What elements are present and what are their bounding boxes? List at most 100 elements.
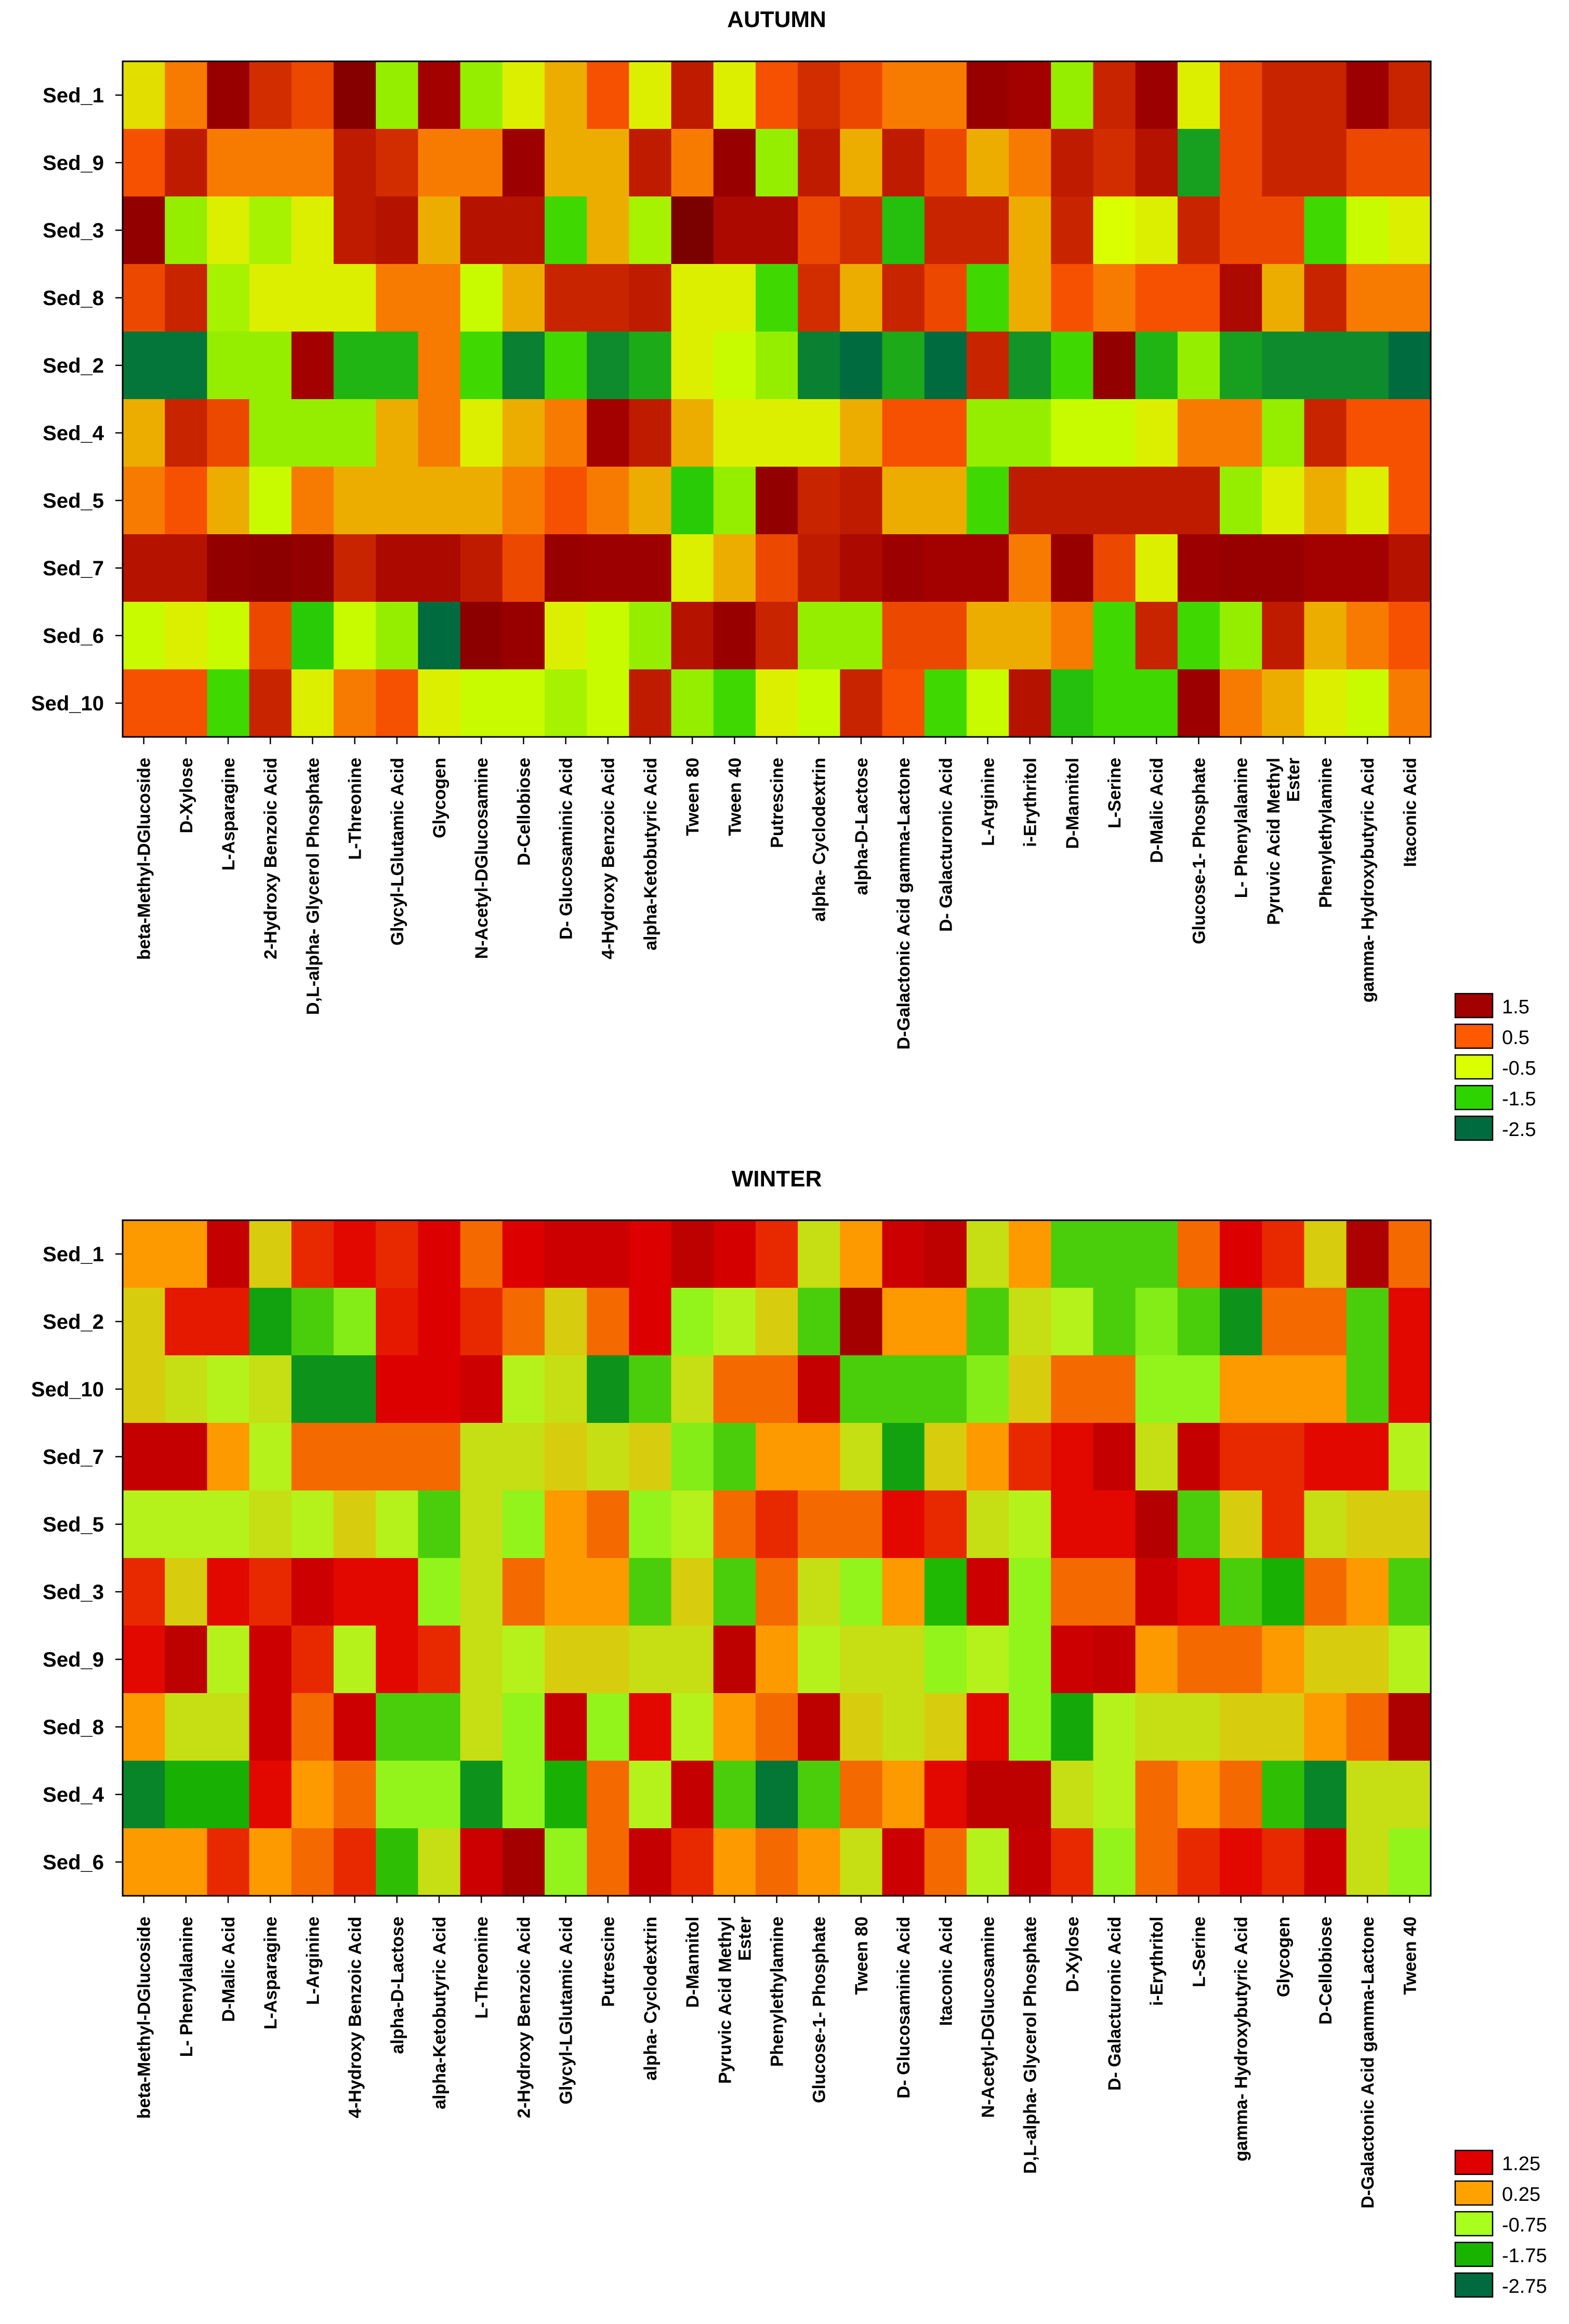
winter-cell-sed_1-col-12 bbox=[629, 1220, 672, 1288]
winter-cell-sed_6-col-10 bbox=[544, 1828, 587, 1896]
autumn-cell-sed_4-col-14 bbox=[713, 399, 756, 467]
winter-col-label-18: D- Glucosaminic Acid bbox=[894, 1917, 914, 2098]
autumn-col-label-11: 4-Hydroxy Benzoic Acid bbox=[599, 758, 618, 959]
autumn-cell-sed_1-col-20 bbox=[966, 61, 1009, 129]
autumn-cell-sed_7-col-19 bbox=[924, 534, 967, 602]
winter-cell-sed_3-col-26 bbox=[1220, 1558, 1262, 1626]
winter-cell-sed_3-col-4 bbox=[291, 1558, 334, 1626]
winter-cell-sed_9-col-2 bbox=[207, 1626, 250, 1694]
autumn-cell-sed_7-col-9 bbox=[502, 534, 545, 602]
winter-col-label-28: D-Cellobiose bbox=[1316, 1917, 1336, 2025]
autumn-cell-sed_4-col-9 bbox=[502, 399, 545, 467]
autumn-cell-sed_3-col-2 bbox=[207, 196, 250, 265]
autumn-cell-sed_10-col-15 bbox=[755, 669, 798, 737]
autumn-cell-sed_2-col-0 bbox=[123, 332, 165, 400]
winter-cell-sed_7-col-4 bbox=[291, 1423, 334, 1491]
winter-cell-sed_2-col-7 bbox=[418, 1288, 461, 1356]
winter-cell-sed_9-col-20 bbox=[966, 1626, 1009, 1694]
winter-legend: 1.25 0.25 -0.75 -1.75 -2.75 bbox=[1454, 2149, 1547, 2298]
autumn-cell-sed_10-col-14 bbox=[713, 669, 756, 737]
winter-cell-sed_3-col-23 bbox=[1093, 1558, 1136, 1626]
autumn-cell-sed_10-col-3 bbox=[249, 669, 292, 737]
winter-cell-sed_9-col-15 bbox=[755, 1626, 798, 1694]
autumn-cell-sed_7-col-3 bbox=[249, 534, 292, 602]
winter-cell-sed_2-col-5 bbox=[333, 1288, 376, 1356]
winter-cell-sed_5-col-26 bbox=[1220, 1490, 1262, 1559]
autumn-cell-sed_2-col-7 bbox=[418, 332, 461, 400]
autumn-cell-sed_1-col-9 bbox=[502, 61, 545, 129]
winter-cell-sed_3-col-25 bbox=[1177, 1558, 1220, 1626]
autumn-cell-sed_2-col-19 bbox=[924, 332, 967, 400]
autumn-cell-sed_6-col-24 bbox=[1135, 602, 1178, 670]
winter-cell-sed_9-col-13 bbox=[671, 1626, 714, 1694]
autumn-cell-sed_6-col-25 bbox=[1177, 602, 1220, 670]
autumn-cell-sed_4-col-27 bbox=[1262, 399, 1305, 467]
winter-cell-sed_8-col-11 bbox=[587, 1693, 629, 1761]
winter-col-label-17: Tween 80 bbox=[852, 1917, 872, 1995]
winter-cell-sed_2-col-2 bbox=[207, 1288, 250, 1356]
winter-col-label-15: Phenylethylamine bbox=[768, 1917, 787, 2067]
winter-cell-sed_2-col-18 bbox=[882, 1288, 925, 1356]
autumn-cell-sed_8-col-26 bbox=[1220, 264, 1262, 332]
winter-cell-sed_10-col-25 bbox=[1177, 1355, 1220, 1423]
winter-cell-sed_9-col-11 bbox=[587, 1626, 629, 1694]
autumn-cell-sed_8-col-9 bbox=[502, 264, 545, 332]
autumn-cell-sed_7-col-13 bbox=[671, 534, 714, 602]
autumn-cell-sed_8-col-23 bbox=[1093, 264, 1136, 332]
winter-legend-label-1: 0.25 bbox=[1502, 2184, 1540, 2206]
winter-cell-sed_4-col-12 bbox=[629, 1761, 672, 1829]
winter-col-label-6: alpha-D-Lactose bbox=[388, 1917, 407, 2054]
winter-cell-sed_4-col-16 bbox=[798, 1761, 840, 1829]
autumn-cell-sed_7-col-15 bbox=[755, 534, 798, 602]
winter-cell-sed_9-col-27 bbox=[1262, 1626, 1305, 1694]
winter-cell-sed_7-col-18 bbox=[882, 1423, 925, 1491]
winter-cell-sed_1-col-27 bbox=[1262, 1220, 1305, 1288]
winter-cell-sed_9-col-23 bbox=[1093, 1626, 1136, 1694]
winter-cell-sed_6-col-13 bbox=[671, 1828, 714, 1896]
winter-cell-sed_7-col-7 bbox=[418, 1423, 461, 1491]
autumn-cell-sed_1-col-24 bbox=[1135, 61, 1178, 129]
winter-cell-sed_2-col-1 bbox=[165, 1288, 207, 1356]
autumn-cell-sed_5-col-20 bbox=[966, 467, 1009, 535]
autumn-cell-sed_8-col-20 bbox=[966, 264, 1009, 332]
winter-cell-sed_1-col-21 bbox=[1009, 1220, 1051, 1288]
winter-col-label-9: 2-Hydroxy Benzoic Acid bbox=[514, 1917, 534, 2118]
winter-cell-sed_5-col-22 bbox=[1051, 1490, 1094, 1559]
autumn-cell-sed_9-col-6 bbox=[376, 129, 418, 197]
autumn-col-label-4: D,L-alpha- Glycerol Phosphate bbox=[303, 758, 323, 1015]
autumn-cell-sed_4-col-22 bbox=[1051, 399, 1094, 467]
winter-cell-sed_3-col-17 bbox=[840, 1558, 883, 1626]
winter-cell-sed_6-col-4 bbox=[291, 1828, 334, 1896]
winter-cell-sed_7-col-26 bbox=[1220, 1423, 1262, 1491]
winter-chart-title: WINTER bbox=[732, 1166, 822, 1192]
winter-col-label-30: Tween 40 bbox=[1400, 1917, 1420, 1995]
autumn-cell-sed_7-col-21 bbox=[1009, 534, 1051, 602]
winter-cell-sed_3-col-24 bbox=[1135, 1558, 1178, 1626]
winter-cell-sed_5-col-9 bbox=[502, 1490, 545, 1559]
autumn-cell-sed_3-col-8 bbox=[460, 196, 503, 265]
winter-cell-sed_6-col-3 bbox=[249, 1828, 292, 1896]
autumn-cell-sed_8-col-13 bbox=[671, 264, 714, 332]
autumn-cell-sed_6-col-0 bbox=[123, 602, 165, 670]
autumn-cell-sed_6-col-29 bbox=[1346, 602, 1389, 670]
winter-cell-sed_8-col-20 bbox=[966, 1693, 1009, 1761]
autumn-cell-sed_9-col-29 bbox=[1346, 129, 1389, 197]
winter-cell-sed_8-col-19 bbox=[924, 1693, 967, 1761]
autumn-cell-sed_9-col-19 bbox=[924, 129, 967, 197]
autumn-cell-sed_8-col-6 bbox=[376, 264, 418, 332]
autumn-cell-sed_10-col-17 bbox=[840, 669, 883, 737]
autumn-cell-sed_4-col-15 bbox=[755, 399, 798, 467]
autumn-cell-sed_2-col-8 bbox=[460, 332, 503, 400]
autumn-cell-sed_4-col-11 bbox=[587, 399, 629, 467]
winter-cell-sed_1-col-7 bbox=[418, 1220, 461, 1288]
autumn-cell-sed_2-col-30 bbox=[1388, 332, 1431, 400]
autumn-cell-sed_5-col-9 bbox=[502, 467, 545, 535]
winter-cell-sed_9-col-29 bbox=[1346, 1626, 1389, 1694]
autumn-cell-sed_9-col-30 bbox=[1388, 129, 1431, 197]
winter-cell-sed_10-col-11 bbox=[587, 1355, 629, 1423]
autumn-cell-sed_3-col-17 bbox=[840, 196, 883, 265]
autumn-cell-sed_8-col-29 bbox=[1346, 264, 1389, 332]
autumn-cell-sed_10-col-13 bbox=[671, 669, 714, 737]
autumn-cell-sed_2-col-10 bbox=[544, 332, 587, 400]
autumn-cell-sed_5-col-21 bbox=[1009, 467, 1051, 535]
